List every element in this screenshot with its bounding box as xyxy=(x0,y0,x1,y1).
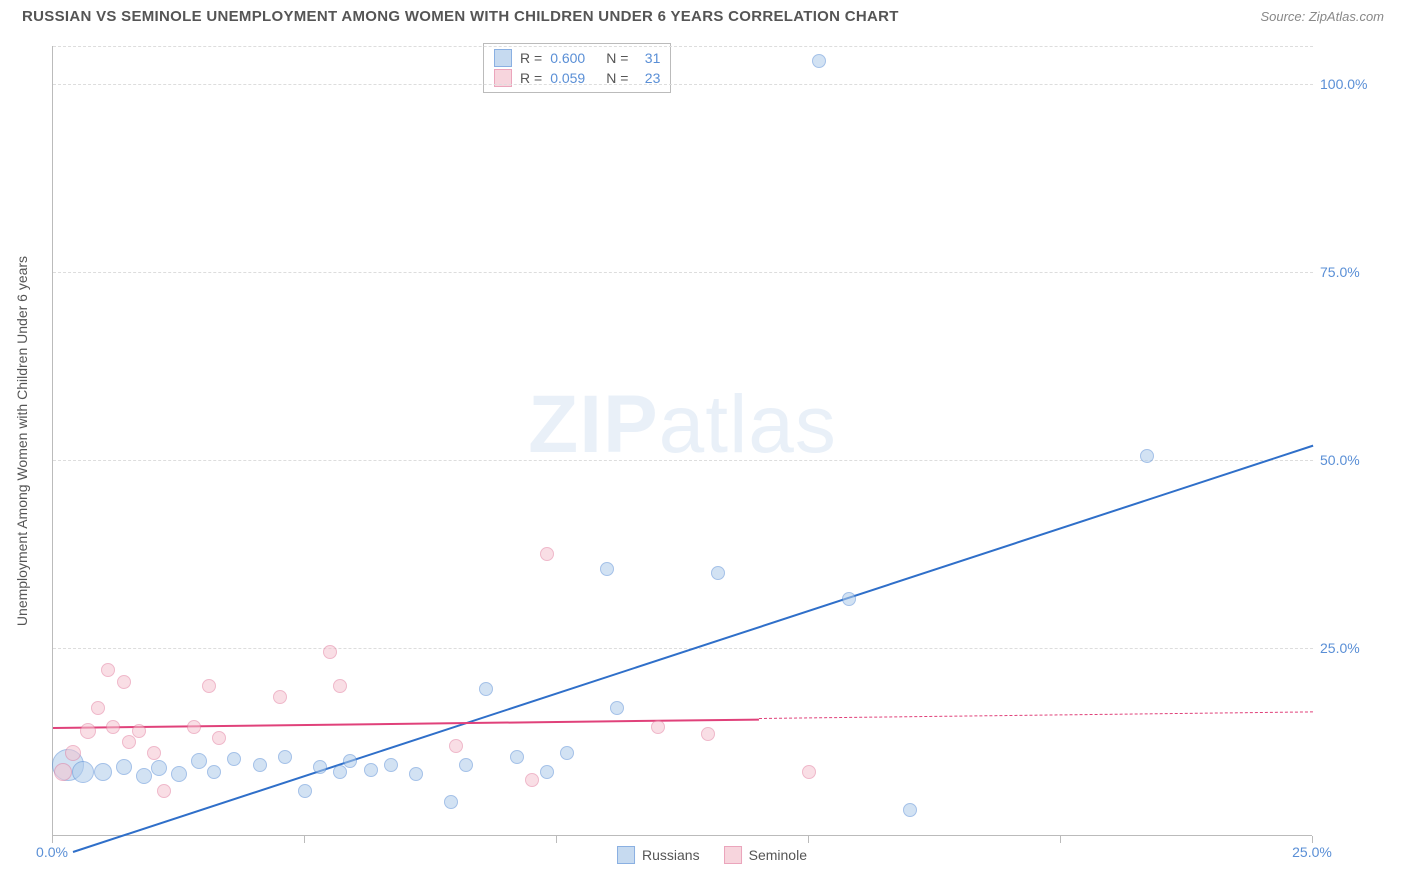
data-point xyxy=(136,768,152,784)
data-point xyxy=(191,753,207,769)
x-tick-mark xyxy=(808,836,809,843)
data-point xyxy=(122,735,136,749)
data-point xyxy=(72,761,94,783)
data-point xyxy=(802,765,816,779)
data-point xyxy=(171,766,187,782)
stats-legend-row: R = 0.600 N = 31 xyxy=(494,48,660,68)
data-point xyxy=(600,562,614,576)
x-tick-mark xyxy=(1312,836,1313,843)
data-point xyxy=(273,690,287,704)
data-point xyxy=(701,727,715,741)
legend-swatch xyxy=(494,49,512,67)
chart-area: Unemployment Among Women with Children U… xyxy=(52,46,1372,836)
data-point xyxy=(510,750,524,764)
data-point xyxy=(151,760,167,776)
series-legend: Russians Seminole xyxy=(617,846,807,864)
grid-line xyxy=(53,84,1313,85)
n-label: N = xyxy=(606,50,628,66)
data-point xyxy=(364,763,378,777)
data-point xyxy=(298,784,312,798)
data-point xyxy=(444,795,458,809)
data-point xyxy=(278,750,292,764)
data-point xyxy=(333,679,347,693)
grid-line xyxy=(53,272,1313,273)
data-point xyxy=(117,675,131,689)
data-point xyxy=(132,724,146,738)
data-point xyxy=(54,763,72,781)
data-point xyxy=(610,701,624,715)
x-tick-label: 0.0% xyxy=(36,844,68,860)
data-point xyxy=(65,745,81,761)
y-axis-label: Unemployment Among Women with Children U… xyxy=(14,256,30,626)
stats-legend-row: R =0.059N =23 xyxy=(494,68,660,88)
trend-line xyxy=(73,445,1313,853)
legend-label: Russians xyxy=(642,847,700,863)
data-point xyxy=(560,746,574,760)
data-point xyxy=(343,754,357,768)
data-point xyxy=(212,731,226,745)
data-point xyxy=(94,763,112,781)
data-point xyxy=(333,765,347,779)
data-point xyxy=(313,760,327,774)
data-point xyxy=(409,767,423,781)
data-point xyxy=(323,645,337,659)
legend-item: Seminole xyxy=(724,846,807,864)
source-attribution: Source: ZipAtlas.com xyxy=(1260,9,1384,24)
data-point xyxy=(384,758,398,772)
chart-title: RUSSIAN VS SEMINOLE UNEMPLOYMENT AMONG W… xyxy=(22,8,899,25)
data-point xyxy=(540,547,554,561)
legend-label: Seminole xyxy=(749,847,807,863)
x-tick-mark xyxy=(1060,836,1061,843)
y-tick-label: 100.0% xyxy=(1320,76,1367,92)
trend-line xyxy=(759,712,1313,720)
data-point xyxy=(449,739,463,753)
data-point xyxy=(116,759,132,775)
x-tick-mark xyxy=(52,836,53,843)
legend-item: Russians xyxy=(617,846,700,864)
x-tick-mark xyxy=(304,836,305,843)
x-tick-mark xyxy=(556,836,557,843)
data-point xyxy=(101,663,115,677)
data-point xyxy=(106,720,120,734)
x-tick-label: 25.0% xyxy=(1292,844,1332,860)
data-point xyxy=(842,592,856,606)
y-tick-label: 75.0% xyxy=(1320,264,1360,280)
r-label: R = xyxy=(520,50,542,66)
data-point xyxy=(812,54,826,68)
grid-line xyxy=(53,46,1313,47)
data-point xyxy=(651,720,665,734)
data-point xyxy=(187,720,201,734)
stats-legend: R = 0.600 N = 31 R =0.059N =23 xyxy=(483,43,671,93)
legend-swatch xyxy=(724,846,742,864)
data-point xyxy=(147,746,161,760)
scatter-plot: ZIPatlas R = 0.600 N = 31 R =0.059N =23 xyxy=(52,46,1312,836)
grid-line xyxy=(53,460,1313,461)
data-point xyxy=(80,723,96,739)
data-point xyxy=(711,566,725,580)
data-point xyxy=(540,765,554,779)
data-point xyxy=(207,765,221,779)
data-point xyxy=(91,701,105,715)
data-point xyxy=(903,803,917,817)
data-point xyxy=(459,758,473,772)
data-point xyxy=(227,752,241,766)
y-tick-label: 25.0% xyxy=(1320,640,1360,656)
data-point xyxy=(202,679,216,693)
n-value: 31 xyxy=(636,50,660,66)
data-point xyxy=(157,784,171,798)
y-tick-label: 50.0% xyxy=(1320,452,1360,468)
r-value: 0.600 xyxy=(550,50,598,66)
data-point xyxy=(479,682,493,696)
legend-swatch xyxy=(617,846,635,864)
data-point xyxy=(525,773,539,787)
data-point xyxy=(1140,449,1154,463)
grid-line xyxy=(53,648,1313,649)
data-point xyxy=(253,758,267,772)
watermark: ZIPatlas xyxy=(528,378,837,472)
